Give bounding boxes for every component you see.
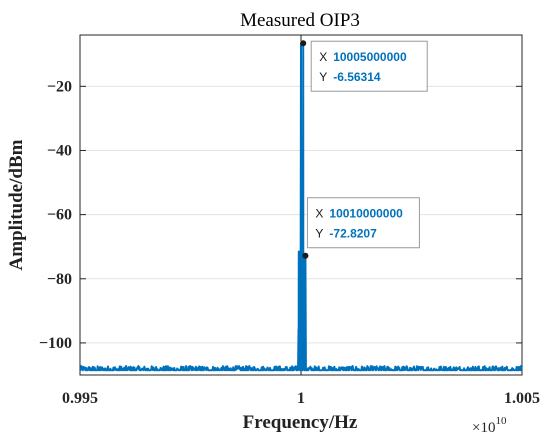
datatip-y-value: -6.56314	[333, 70, 381, 84]
datatip-y-value: -72.8207	[329, 227, 377, 241]
datatip[interactable]: X 10005000000 Y -6.56314	[300, 40, 428, 92]
y-tick-label: −20	[47, 78, 72, 95]
y-tick-label: −100	[39, 335, 72, 352]
datatip-y-label: Y	[319, 70, 327, 84]
datatip-box	[306, 197, 420, 249]
x-tick-label: 1.005	[504, 390, 540, 407]
spectrum-line	[79, 42, 523, 372]
datatip-marker	[302, 252, 309, 259]
datatip-x-label: X	[319, 50, 327, 64]
y-axis-label: Amplitude/dBm	[6, 139, 27, 270]
y-tick-label: −40	[47, 142, 72, 159]
chart-title: Measured OIP3	[240, 10, 360, 31]
x-axis-ticks: 0.995 1 1.005	[62, 35, 540, 407]
datatip-marker	[300, 40, 307, 47]
datatip-y-label: Y	[315, 227, 323, 241]
y-tick-label: −60	[47, 207, 72, 224]
datatip-x-value: 10010000000	[329, 207, 403, 221]
x-tick-label: 1	[297, 390, 305, 407]
datatip-x-label: X	[315, 207, 323, 221]
datatip-x-value: 10005000000	[333, 50, 407, 64]
x-axis-exponent: ×1010	[472, 415, 507, 436]
x-axis-label: Frequency/Hz	[243, 412, 358, 433]
datatip[interactable]: X 10010000000 Y -72.8207	[302, 197, 420, 259]
datatip-box	[310, 40, 428, 92]
x-tick-label: 0.995	[62, 390, 98, 407]
datatips[interactable]: X 10005000000 Y -6.56314 X 10010000000 Y -72.82…	[300, 40, 428, 259]
y-tick-label: −80	[47, 271, 72, 288]
y-axis-ticks: −100 −80 −60 −40 −20	[39, 78, 522, 352]
